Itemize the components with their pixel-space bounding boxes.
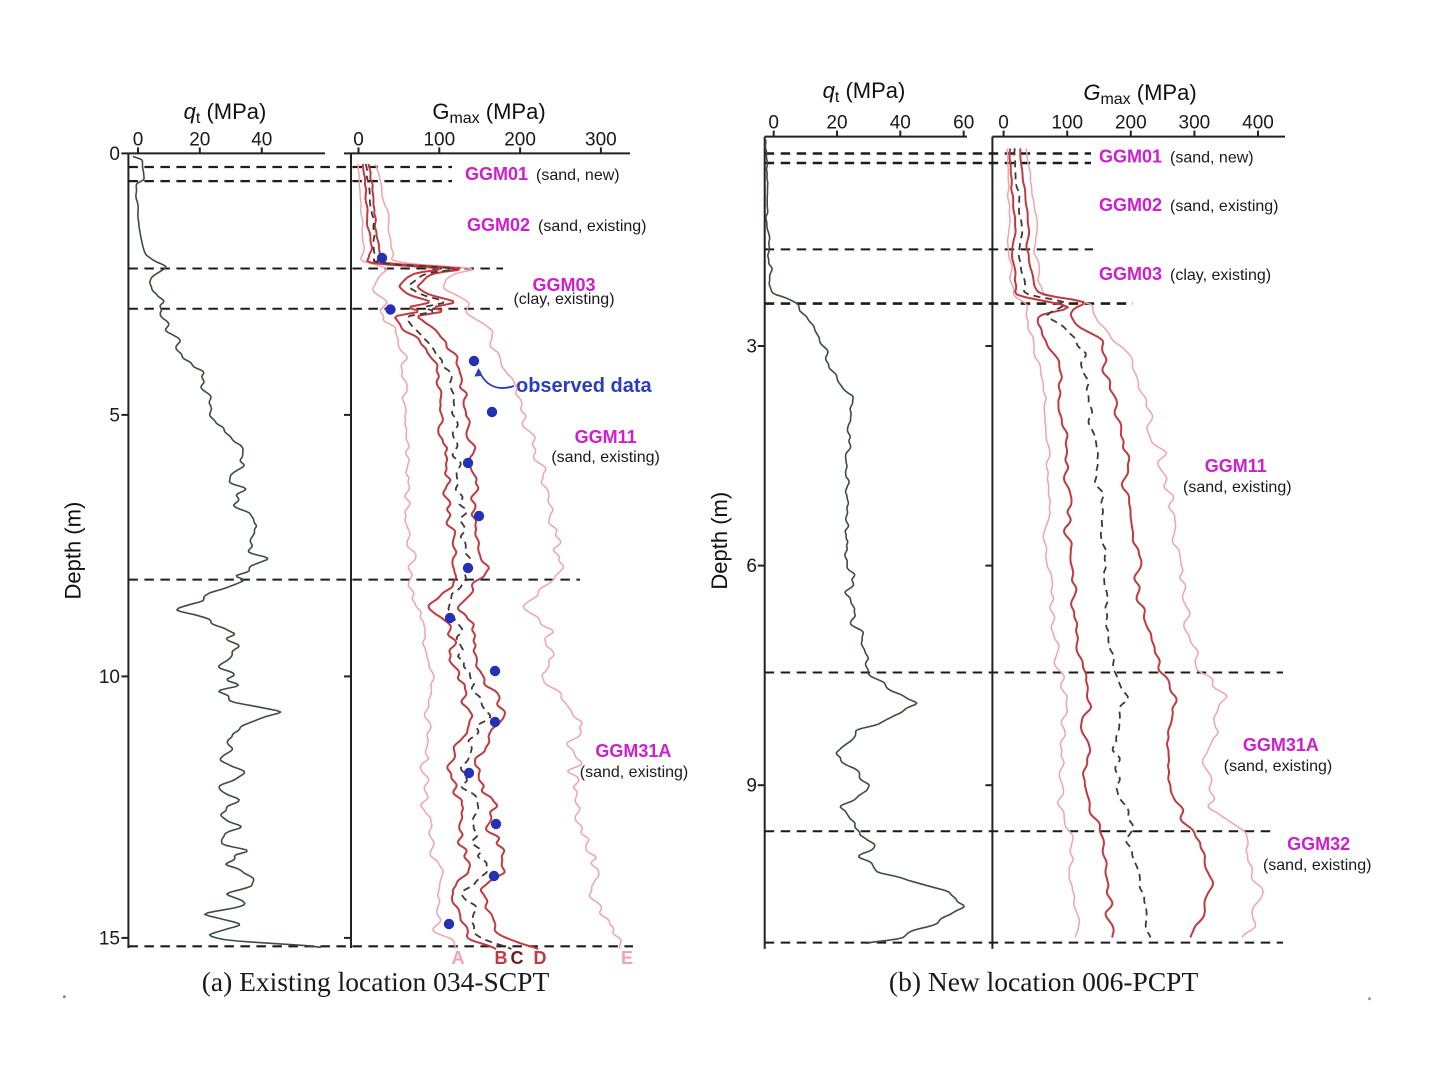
svg-text:200: 200 bbox=[504, 130, 536, 151]
svg-text:C: C bbox=[511, 948, 524, 968]
svg-text:GGM02: GGM02 bbox=[467, 215, 530, 235]
svg-text:3: 3 bbox=[746, 337, 757, 358]
svg-text:0: 0 bbox=[133, 130, 144, 151]
svg-text:GGM11: GGM11 bbox=[575, 427, 637, 447]
svg-text:GGM01: GGM01 bbox=[1099, 147, 1162, 167]
svg-text:40: 40 bbox=[890, 113, 911, 134]
svg-text:qt (MPa): qt (MPa) bbox=[184, 99, 267, 127]
svg-text:0: 0 bbox=[768, 113, 779, 134]
svg-text:200: 200 bbox=[1115, 113, 1147, 134]
svg-text:Depth (m): Depth (m) bbox=[61, 502, 86, 600]
svg-text:(sand, existing): (sand, existing) bbox=[538, 218, 647, 235]
svg-text:D: D bbox=[534, 948, 547, 968]
svg-text:E: E bbox=[621, 948, 633, 968]
svg-text:GGM02: GGM02 bbox=[1099, 195, 1162, 215]
svg-text:0: 0 bbox=[109, 144, 120, 165]
svg-text:(sand, existing): (sand, existing) bbox=[1170, 198, 1279, 215]
svg-text:A: A bbox=[452, 948, 465, 968]
svg-text:Depth (m): Depth (m) bbox=[707, 492, 732, 590]
svg-text:B: B bbox=[495, 948, 508, 968]
svg-text:100: 100 bbox=[423, 130, 455, 151]
svg-text:15: 15 bbox=[99, 928, 120, 949]
svg-text:Gmax (MPa): Gmax (MPa) bbox=[1083, 80, 1196, 108]
svg-text:GGM03: GGM03 bbox=[532, 275, 595, 295]
svg-text:GGM01: GGM01 bbox=[465, 164, 528, 184]
svg-text:qt (MPa): qt (MPa) bbox=[823, 78, 906, 106]
svg-text:(b) New location 006-PCPT: (b) New location 006-PCPT bbox=[889, 966, 1199, 997]
svg-text:100: 100 bbox=[1051, 113, 1083, 134]
svg-text:6: 6 bbox=[746, 556, 757, 577]
svg-text:GGM03: GGM03 bbox=[1099, 264, 1162, 284]
svg-text:40: 40 bbox=[251, 130, 272, 151]
svg-text:(sand, existing): (sand, existing) bbox=[580, 764, 689, 781]
svg-text:(sand, existing): (sand, existing) bbox=[1263, 857, 1372, 874]
svg-text:0: 0 bbox=[353, 130, 364, 151]
svg-text:GGM31A: GGM31A bbox=[595, 741, 671, 761]
svg-text:(sand, existing): (sand, existing) bbox=[551, 449, 660, 466]
svg-text:(sand, existing): (sand, existing) bbox=[1224, 758, 1333, 775]
svg-text:(sand, new): (sand, new) bbox=[1170, 150, 1254, 167]
svg-text:5: 5 bbox=[109, 405, 120, 426]
svg-text:Gmax (MPa): Gmax (MPa) bbox=[432, 99, 545, 127]
svg-text:(sand, existing): (sand, existing) bbox=[1183, 479, 1292, 496]
svg-text:9: 9 bbox=[746, 776, 757, 797]
svg-text:300: 300 bbox=[585, 130, 617, 151]
svg-text:(clay, existing): (clay, existing) bbox=[513, 291, 614, 308]
svg-text:10: 10 bbox=[99, 667, 120, 688]
svg-text:60: 60 bbox=[953, 113, 974, 134]
svg-text:(sand, new): (sand, new) bbox=[536, 167, 620, 184]
svg-text:400: 400 bbox=[1242, 113, 1274, 134]
svg-text:20: 20 bbox=[189, 130, 210, 151]
svg-text:(clay, existing): (clay, existing) bbox=[1170, 267, 1271, 284]
svg-text:GGM11: GGM11 bbox=[1205, 456, 1267, 476]
svg-text:20: 20 bbox=[826, 113, 847, 134]
svg-text:GGM32: GGM32 bbox=[1287, 834, 1350, 854]
svg-text:300: 300 bbox=[1179, 113, 1211, 134]
svg-text:0: 0 bbox=[998, 113, 1009, 134]
svg-text:observed data: observed data bbox=[516, 375, 652, 397]
svg-text:(a) Existing location 034-SCPT: (a) Existing location 034-SCPT bbox=[202, 966, 550, 997]
svg-text:GGM31A: GGM31A bbox=[1243, 735, 1319, 755]
